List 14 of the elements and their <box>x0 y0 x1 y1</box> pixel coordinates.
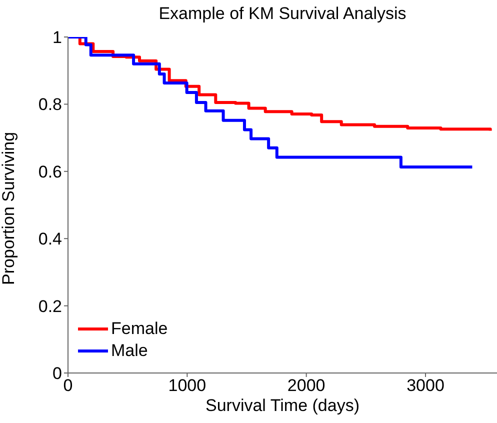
x-tick-label: 1000 <box>168 376 206 396</box>
y-tick-label: 0.8 <box>38 95 62 114</box>
y-tick-label: 0.4 <box>38 230 62 249</box>
legend-label: Male <box>111 341 148 361</box>
chart-title: Example of KM Survival Analysis <box>158 4 408 24</box>
x-axis-title: Survival Time (days) <box>206 396 360 415</box>
x-tick-label: 2000 <box>287 376 326 396</box>
y-axis-title: Proportion Surviving <box>0 132 18 285</box>
y-tick-label: 0 <box>52 364 62 384</box>
y-tick-label: 1 <box>52 28 62 48</box>
y-tick-label: 0.6 <box>38 162 62 182</box>
legend-label: Female <box>111 319 168 339</box>
x-tick-label: 3000 <box>406 376 444 396</box>
y-tick-label: 0.2 <box>38 296 62 316</box>
